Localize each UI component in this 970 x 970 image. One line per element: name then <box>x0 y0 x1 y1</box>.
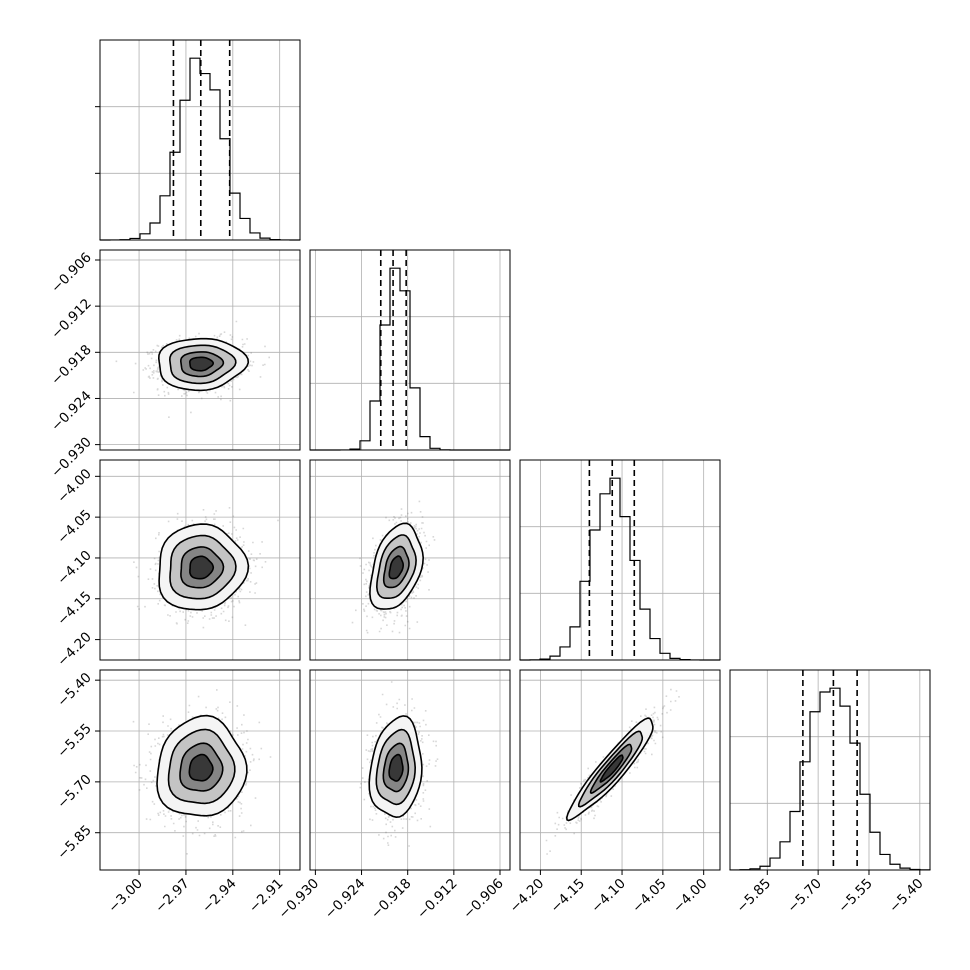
panel-frame <box>99 249 301 451</box>
y-tick-label: −5.40 <box>54 670 95 711</box>
contour-line-3 <box>180 546 225 589</box>
y-tick-label: −0.924 <box>48 388 95 435</box>
panel-frame <box>519 669 721 871</box>
contour-line-1 <box>157 337 250 392</box>
panel-frame <box>309 669 511 871</box>
panel-frame <box>519 459 721 661</box>
x-tick-label: −3.00 <box>105 876 146 917</box>
contour-line-4 <box>388 753 404 782</box>
density-layer <box>115 320 270 418</box>
y-tick-label: −0.906 <box>48 250 95 297</box>
y-tick-label: −4.10 <box>54 547 95 588</box>
x-tick-label: −0.918 <box>368 876 415 923</box>
y-tick-label: −4.20 <box>54 629 95 670</box>
contour-line-1 <box>156 714 248 817</box>
panel-frame <box>99 669 301 871</box>
histogram-bars <box>310 267 510 451</box>
contour-line-4 <box>188 753 214 782</box>
contour-line-3 <box>382 742 410 793</box>
contour-line-2 <box>168 344 237 385</box>
contour-line-2 <box>169 534 237 600</box>
density-level-4 <box>600 755 623 782</box>
histogram-panel-1 <box>95 39 301 241</box>
contour-line-2 <box>375 728 417 806</box>
scatter-panel-4-2 <box>309 669 511 871</box>
x-tick-label: −0.912 <box>414 876 461 923</box>
contour-line-3 <box>179 742 224 792</box>
density-layer <box>545 688 680 855</box>
x-tick-label: −4.10 <box>588 876 629 917</box>
x-tick-label: −0.906 <box>460 876 507 923</box>
panel-frame <box>99 39 301 241</box>
histogram-panel-2 <box>309 249 511 451</box>
x-tick-label: −4.20 <box>507 876 548 917</box>
histogram-bars <box>729 687 931 871</box>
x-tick-label: −0.924 <box>322 876 369 923</box>
contour-line-2 <box>577 730 644 808</box>
density-layer <box>132 689 272 855</box>
density-level-4 <box>189 357 214 371</box>
density-level-4 <box>189 556 214 579</box>
contour-line-4 <box>599 754 624 783</box>
scatter-panel-3-2 <box>309 459 511 661</box>
density-layer <box>351 500 436 634</box>
scatter-panel-4-1 <box>99 669 301 871</box>
density-level-4 <box>389 754 403 782</box>
x-tick-label: −5.70 <box>784 876 825 917</box>
scatter-panel-2-1 <box>99 249 301 451</box>
y-tick-label: −0.912 <box>48 296 95 343</box>
x-tick-label: −5.55 <box>835 876 876 917</box>
y-tick-label: −5.85 <box>54 822 95 863</box>
density-level-4 <box>189 754 213 781</box>
panel-frame <box>729 669 931 871</box>
contour-line-4 <box>189 356 215 372</box>
y-tick-label: −4.05 <box>54 507 95 548</box>
contour-line-1 <box>158 523 250 611</box>
density-layer <box>133 507 279 629</box>
histogram-panel-4 <box>729 669 931 871</box>
x-tick-label: −4.15 <box>547 876 588 917</box>
panel-frame <box>309 459 511 661</box>
contour-line-1 <box>368 715 423 819</box>
scatter-panel-4-3 <box>519 669 721 871</box>
x-tick-label: −5.85 <box>734 876 775 917</box>
panel-frame <box>99 459 301 661</box>
x-tick-label: −2.97 <box>152 876 193 917</box>
density-layer <box>359 681 439 847</box>
contour-line-2 <box>167 728 236 805</box>
x-tick-label: −4.00 <box>670 876 711 917</box>
contour-line-3 <box>382 545 410 589</box>
x-tick-label: −5.40 <box>886 876 927 917</box>
histogram-panel-3 <box>519 459 721 661</box>
x-tick-label: −4.05 <box>629 876 670 917</box>
contour-line-1 <box>369 522 425 610</box>
contour-line-3 <box>589 743 633 794</box>
x-tick-label: −2.94 <box>199 876 240 917</box>
y-tick-label: −5.55 <box>54 721 95 762</box>
contour-line-4 <box>189 555 215 580</box>
contour-line-3 <box>179 351 225 378</box>
y-tick-label: −5.70 <box>54 771 95 812</box>
y-tick-label: −4.15 <box>54 588 95 629</box>
x-tick-label: −0.930 <box>276 876 323 923</box>
histogram-bars <box>519 477 721 661</box>
contour-line-4 <box>388 555 405 580</box>
y-tick-label: −0.918 <box>48 342 95 389</box>
panel-frame <box>309 249 511 451</box>
scatter-panel-3-1 <box>99 459 301 661</box>
contour-line-2 <box>375 534 417 599</box>
contour-line-1 <box>565 717 654 822</box>
